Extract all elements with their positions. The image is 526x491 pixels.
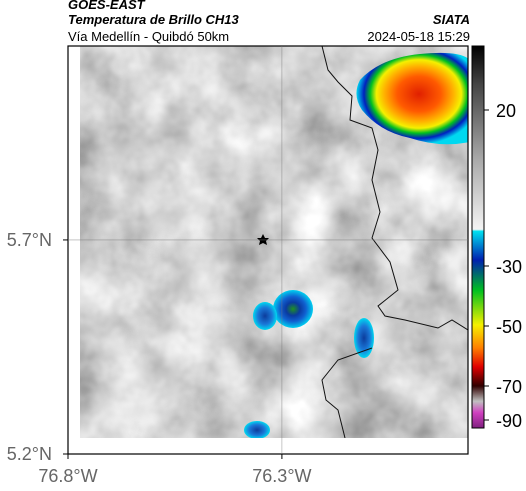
convective-cell [253,302,277,330]
convective-cell [244,421,270,438]
colorbar-label: -50 [496,317,522,337]
map-frame [67,45,469,455]
timestamp: 2024-05-18 15:29 [367,29,470,44]
boundary [321,46,468,331]
subtitle: Temperatura de Brillo CH13 [68,12,240,27]
colorbar [471,45,485,429]
source: SIATA [433,12,470,27]
y-tick-label: 5.7°N [7,230,52,250]
satellite-image [80,46,468,438]
x-tick-label: 76.3°W [252,466,311,486]
location: Vía Medellín - Quibdó 50km [68,29,229,44]
boundary [321,347,373,438]
colorbar-label: -90 [496,411,522,431]
x-tick-label: 76.8°W [38,466,97,486]
title: GOES-EAST [68,0,146,12]
storm-cell [356,52,468,145]
city-marker [257,234,269,245]
convective-cell [273,290,313,328]
colorbar-label: -70 [496,377,522,397]
colorbar-label: -30 [496,257,522,277]
colorbar-label: 20 [496,101,516,121]
convective-cell [354,318,374,358]
y-tick-label: 5.2°N [7,444,52,464]
